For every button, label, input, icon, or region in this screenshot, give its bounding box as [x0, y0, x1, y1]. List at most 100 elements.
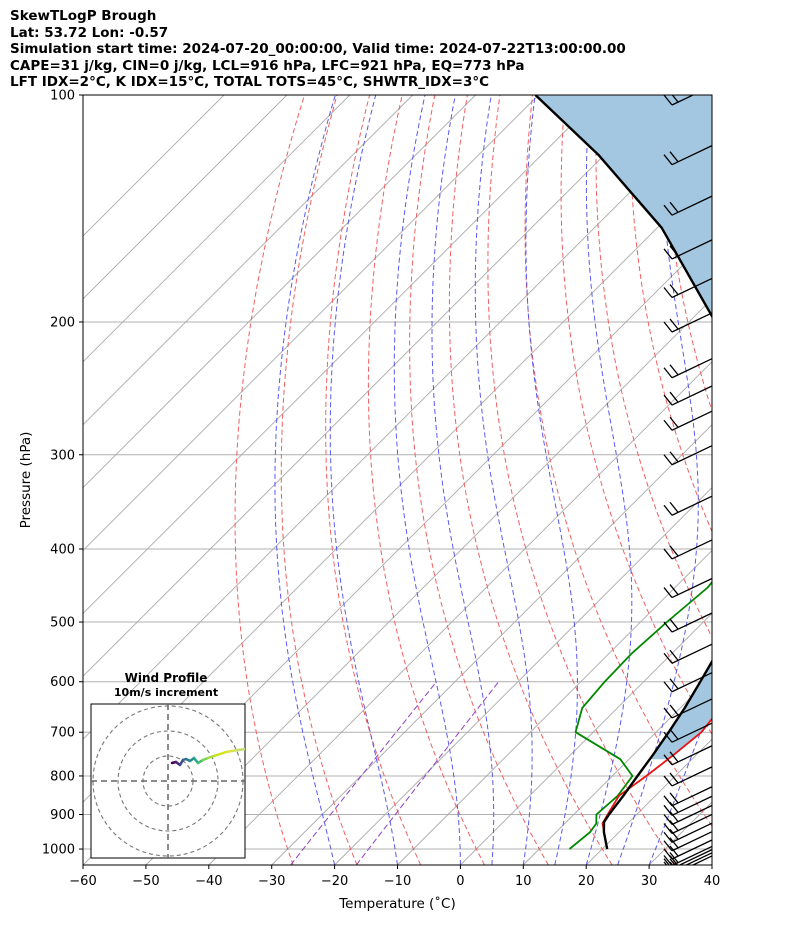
wind-barb-flag [664, 864, 665, 865]
wind-barb-staff [671, 385, 712, 406]
moist-adiabat-line [585, 95, 633, 865]
wind-barb-flag [663, 855, 673, 865]
wind-barb-flag [669, 649, 679, 661]
wind-barb [663, 813, 712, 835]
isotherm-line [83, 95, 665, 677]
x-axis-label: Temperature (˚C) [338, 895, 456, 912]
isotherm-line [460, 612, 712, 865]
isotherm-line [83, 95, 476, 489]
wind-barb-flag [663, 621, 673, 633]
dry-adiabat-line [487, 95, 677, 865]
wind-barb-flag [669, 391, 679, 403]
dry-adiabat-line [448, 95, 613, 865]
isotherm-line [83, 95, 602, 615]
wind-barb-flag [669, 751, 679, 763]
plot-area [83, 95, 712, 865]
wind-barb-staff [671, 643, 712, 664]
hodograph-trace-segment [236, 747, 245, 752]
isotherm-line [83, 109, 712, 740]
wind-barb-flag [663, 823, 673, 834]
wind-barb-staff [671, 95, 695, 106]
wind-barb-staff [671, 577, 712, 599]
wind-barb-flag [669, 704, 679, 716]
dry-adiabat-line [280, 95, 358, 865]
isotherm-line [83, 95, 351, 363]
wind-barb [663, 839, 712, 860]
wind-barb [663, 385, 712, 406]
dry-adiabat-line [367, 95, 485, 865]
dewpoint-profile [568, 580, 712, 850]
y-axis-label: Pressure (hPa) [18, 432, 34, 529]
wind-barb-staff [671, 671, 712, 693]
x-tick-label: 0 [456, 874, 464, 889]
wind-barb-flag [669, 284, 679, 295]
wind-barb-flag [669, 318, 679, 330]
wind-barb-staff [671, 612, 712, 633]
wind-barb [663, 822, 712, 843]
wind-barb-flag [663, 831, 673, 843]
moist-adiabat-line [329, 95, 398, 865]
parcel-profile [534, 95, 712, 850]
location-line: Lat: 53.72 Lon: -0.57 [10, 24, 169, 41]
dry-adiabat-line [234, 95, 305, 865]
hodograph-title: Wind Profile [125, 671, 208, 685]
wind-barb-flag [663, 248, 673, 260]
wind-barb-flag [669, 845, 679, 857]
isotherm-line [83, 95, 288, 300]
y-tick-label: 500 [50, 616, 75, 631]
wind-barb-flag [663, 504, 673, 516]
wind-barb-flag [663, 861, 668, 865]
wind-barb-staff [671, 839, 712, 860]
y-tick-label: 400 [50, 542, 75, 557]
mixing-ratio-line [290, 681, 437, 865]
wind-barb-staff [671, 813, 712, 835]
y-tick-label: 900 [50, 808, 75, 823]
wind-barb-flag [669, 151, 679, 163]
wind-barb-staff [671, 722, 712, 743]
wind-barb-flag [669, 584, 679, 595]
x-tick-label: 10 [515, 874, 532, 889]
wind-barb-flag [669, 811, 679, 822]
moist-adiabat-line [474, 95, 533, 865]
wind-barb-staff [691, 855, 712, 865]
wind-barb-flag [669, 545, 679, 557]
wind-barb-staff [671, 845, 712, 865]
wind-barb [663, 671, 712, 693]
dry-adiabat-line [629, 95, 712, 533]
wind-barb-flag [669, 772, 679, 784]
indices-line: LFT IDX=2°C, K IDX=15°C, TOTAL TOTS=45°C… [10, 74, 490, 91]
wind-barb-staff [671, 277, 712, 299]
wind-barb [663, 277, 712, 299]
isotherm-line [83, 95, 225, 237]
isotherm-line [522, 675, 712, 865]
wind-barb-flag [663, 731, 673, 743]
wind-barb-flag [663, 419, 673, 431]
wind-barb [663, 410, 712, 431]
wind-barb [663, 745, 712, 766]
dry-adiabat-line [409, 95, 549, 865]
wind-barb-flag [663, 287, 673, 298]
moist-adiabat-line [274, 95, 336, 865]
wind-barb-flag [671, 95, 679, 103]
wind-barb-staff [678, 848, 712, 865]
wind-barb-flag [663, 775, 673, 787]
wind-barb-flag [663, 858, 670, 865]
wind-barb-flag [663, 795, 673, 807]
wind-barb-flag [663, 367, 673, 379]
chart-header: SkewTLogP Brough Lat: 53.72 Lon: -0.57 S… [10, 8, 626, 91]
isotherm-line [145, 298, 712, 865]
hodograph-subtitle: 10m/s increment [114, 686, 218, 699]
dry-adiabat-line [560, 95, 712, 736]
wind-barb-staff [671, 410, 712, 431]
wind-barb-flag [663, 204, 673, 216]
wind-barb [663, 195, 712, 216]
x-tick-label: −50 [132, 874, 159, 889]
isotherm-line [334, 486, 712, 865]
wind-barb-staff [671, 357, 712, 379]
wind-barb-flag [669, 837, 679, 849]
wind-barb-staff [671, 786, 712, 807]
wind-barb [663, 95, 695, 106]
wind-barb-flag [663, 707, 673, 719]
x-tick-label: −60 [69, 874, 96, 889]
